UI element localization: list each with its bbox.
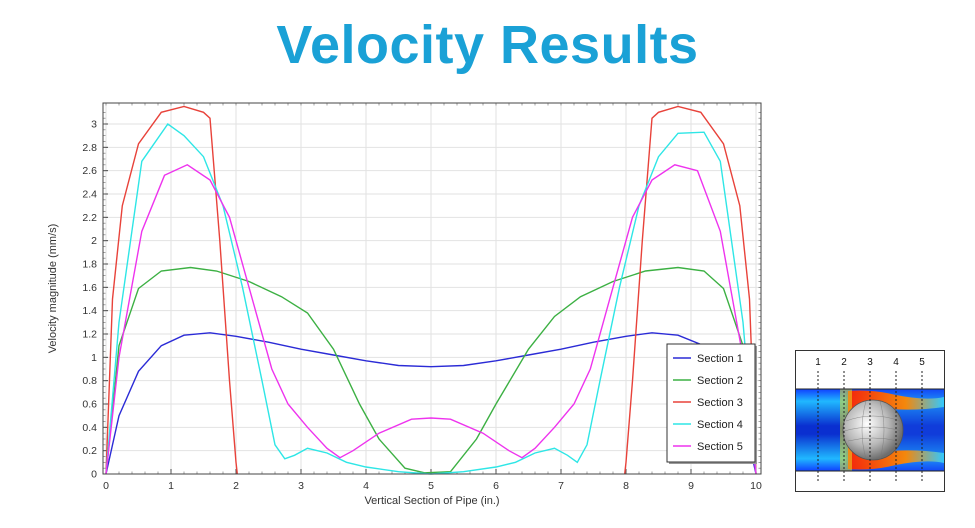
legend-box [666, 343, 756, 463]
y-tick-label: 2.8 [82, 142, 97, 154]
legend-label-section-1: Section 1 [697, 353, 743, 365]
y-tick-label: 1.4 [82, 305, 97, 317]
x-tick-label: 4 [363, 480, 369, 492]
y-tick-label: 2.4 [82, 189, 97, 201]
x-tick-label: 0 [103, 480, 109, 492]
y-tick-label: 0.6 [82, 399, 97, 411]
chart-legend: Section 1 Section 2 Section 3 Section 4 Sect… [666, 343, 757, 464]
y-tick-label: 2.2 [82, 212, 97, 224]
legend-label-section-4: Section 4 [697, 419, 743, 431]
pipe-flow-image: 1 2 3 4 5 [796, 357, 944, 483]
section-3-line [105, 105, 238, 475]
x-tick-label: 10 [750, 480, 762, 492]
y-tick-label: 0.8 [82, 375, 97, 387]
x-tick-label: 5 [428, 480, 434, 492]
x-tick-label: 1 [168, 480, 174, 492]
x-tick-label: 9 [688, 480, 694, 492]
legend-label-section-3: Section 3 [697, 397, 743, 409]
section-3-line-right [624, 105, 757, 475]
inset-section-label: 1 [815, 357, 821, 368]
y-tick-label: 3 [91, 119, 97, 131]
section-2-line [105, 266, 757, 475]
section-5-line [105, 164, 757, 475]
chart-series [105, 105, 757, 475]
inset-section-label: 3 [867, 357, 873, 368]
y-tick-label: 0.2 [82, 445, 97, 457]
y-tick-label: 0 [91, 469, 97, 481]
x-tick-label: 8 [623, 480, 629, 492]
y-axis-label: Velocity magnitude (mm/s) [47, 224, 59, 354]
page-title: Velocity Results [276, 15, 699, 75]
legend-label-section-2: Section 2 [697, 375, 743, 387]
y-tick-label: 1.2 [82, 329, 97, 341]
y-tick-label: 1 [91, 352, 97, 364]
x-axis-label: Vertical Section of Pipe (in.) [364, 495, 499, 507]
inset-section-label: 2 [841, 357, 847, 368]
y-tick-label: 0.4 [82, 422, 97, 434]
pipe-section-inset: 1 2 3 4 5 [795, 350, 945, 492]
plot-frame [102, 102, 762, 475]
inset-section-label: 5 [919, 357, 925, 368]
x-tick-label: 2 [233, 480, 239, 492]
x-tick-label: 3 [298, 480, 304, 492]
section-1-line [105, 332, 757, 475]
y-tick-label: 1.6 [82, 282, 97, 294]
x-tick-label: 7 [558, 480, 564, 492]
inset-section-label: 4 [893, 357, 899, 368]
chart-ticks: 0 1 2 3 4 5 6 7 8 9 10 0 0.2 0.4 0.6 0.8 1 1.2 1.4 1.6 1.8 2 2… [82, 103, 762, 492]
legend-label-section-5: Section 5 [697, 441, 743, 453]
x-tick-label: 6 [493, 480, 499, 492]
y-tick-label: 1.8 [82, 259, 97, 271]
y-tick-label: 2 [91, 235, 97, 247]
y-tick-label: 2.6 [82, 165, 97, 177]
